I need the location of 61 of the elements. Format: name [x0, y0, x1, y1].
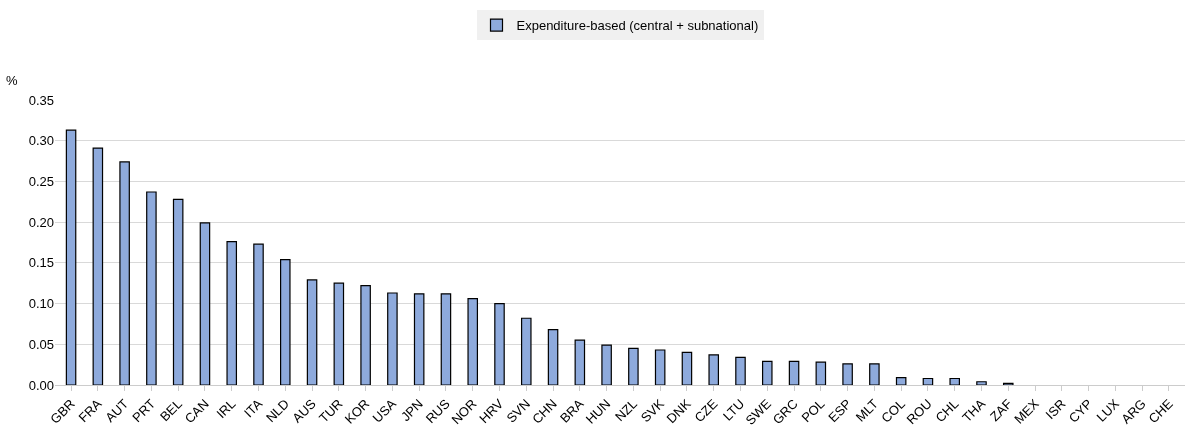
bar [869, 363, 880, 385]
x-tick-label: USA [369, 395, 400, 426]
y-tick-label: 0.05 [28, 336, 54, 352]
bar [761, 360, 773, 385]
y-axis-title: % [6, 73, 18, 88]
bar [440, 293, 452, 385]
x-tick-label: POL [798, 396, 828, 426]
y-tick-label: 0.35 [28, 92, 54, 108]
bar [788, 360, 800, 385]
bar [815, 361, 827, 385]
bar [628, 347, 639, 385]
x-tick-label: CHL [932, 396, 962, 426]
x-tick-label: IRL [213, 396, 239, 422]
bar [467, 298, 479, 385]
bar [199, 222, 211, 385]
x-tick-label: BEL [156, 396, 185, 425]
bar [387, 292, 398, 385]
bar [494, 302, 505, 385]
y-tick-label: 0.25 [28, 173, 54, 189]
y-tick-label: 0.30 [28, 133, 54, 149]
bar [226, 241, 238, 385]
x-tick-label: JPN [397, 396, 426, 425]
x-tick-label: ESP [825, 396, 855, 426]
x-tick-label: TUR [316, 396, 346, 426]
y-tick-label: 0.10 [28, 296, 54, 312]
bar [976, 381, 987, 385]
x-tick-label: ITA [241, 395, 266, 421]
x-tick-label: NZL [612, 396, 641, 425]
bar [601, 344, 612, 385]
y-tick-label: 0.20 [28, 214, 54, 230]
bar [708, 354, 720, 385]
bar [547, 329, 559, 385]
bar [360, 285, 371, 385]
x-tick-label: CZE [691, 395, 721, 426]
bar [146, 191, 157, 385]
legend-label: Expenditure-based (central + subnational) [516, 18, 759, 34]
x-tick-label: THA [959, 395, 989, 426]
y-tick-label: 0.00 [28, 377, 54, 393]
bar [735, 356, 746, 385]
bar [253, 243, 264, 385]
bar [681, 351, 693, 385]
bar [842, 363, 853, 385]
bar [119, 161, 130, 385]
bar [574, 339, 586, 385]
bar [949, 377, 960, 385]
y-tick-label: 0.15 [28, 255, 54, 271]
bar [306, 279, 318, 385]
bar [895, 377, 907, 385]
bar [92, 147, 104, 385]
bar [520, 317, 532, 385]
x-tick-label: FRA [75, 395, 105, 426]
bar [280, 259, 291, 385]
bar [172, 198, 184, 385]
x-tick-label: COL [878, 396, 908, 426]
bar [922, 377, 934, 385]
bar [65, 129, 77, 385]
bar [333, 282, 345, 385]
x-tick-label: BRA [557, 395, 587, 426]
bar [413, 293, 425, 385]
x-tick-label: NLD [263, 396, 292, 426]
bar [654, 349, 666, 385]
